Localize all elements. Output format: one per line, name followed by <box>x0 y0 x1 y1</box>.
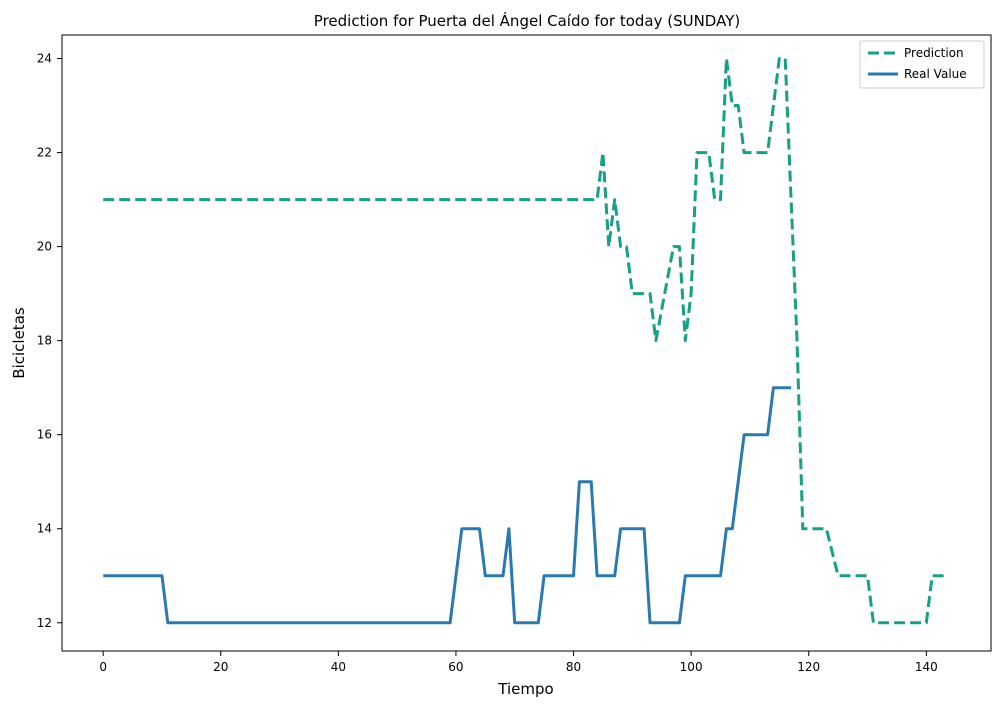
legend: Prediction Real Value <box>859 40 985 89</box>
x-tick-label: 60 <box>448 660 463 674</box>
y-tick-label: 24 <box>37 52 52 66</box>
chart-title: Prediction for Puerta del Ángel Caído fo… <box>314 11 740 30</box>
y-tick-label: 12 <box>37 616 52 630</box>
x-tick-label: 20 <box>213 660 228 674</box>
plot-frame <box>61 34 992 652</box>
legend-label-prediction: Prediction <box>904 46 964 60</box>
y-axis-ticks: 12 14 16 18 20 22 24 <box>37 52 62 630</box>
series-layer <box>103 57 944 625</box>
y-tick-label: 16 <box>37 428 52 442</box>
legend-label-real-value: Real Value <box>904 67 967 81</box>
y-tick-label: 22 <box>37 146 52 160</box>
series-line-real-value <box>103 386 792 625</box>
y-tick-label: 18 <box>37 334 52 348</box>
x-tick-label: 120 <box>797 660 820 674</box>
x-axis-label: Tiempo <box>497 680 553 698</box>
y-axis-label: Bicicletas <box>10 307 28 379</box>
x-tick-label: 0 <box>99 660 107 674</box>
x-tick-label: 140 <box>915 660 938 674</box>
x-tick-label: 100 <box>680 660 703 674</box>
x-axis-ticks: 0 20 40 60 80 100 120 140 <box>99 651 938 674</box>
x-tick-label: 40 <box>331 660 346 674</box>
y-tick-label: 14 <box>37 522 52 536</box>
x-tick-label: 80 <box>566 660 581 674</box>
series-line-prediction <box>103 57 944 625</box>
y-tick-label: 20 <box>37 240 52 254</box>
